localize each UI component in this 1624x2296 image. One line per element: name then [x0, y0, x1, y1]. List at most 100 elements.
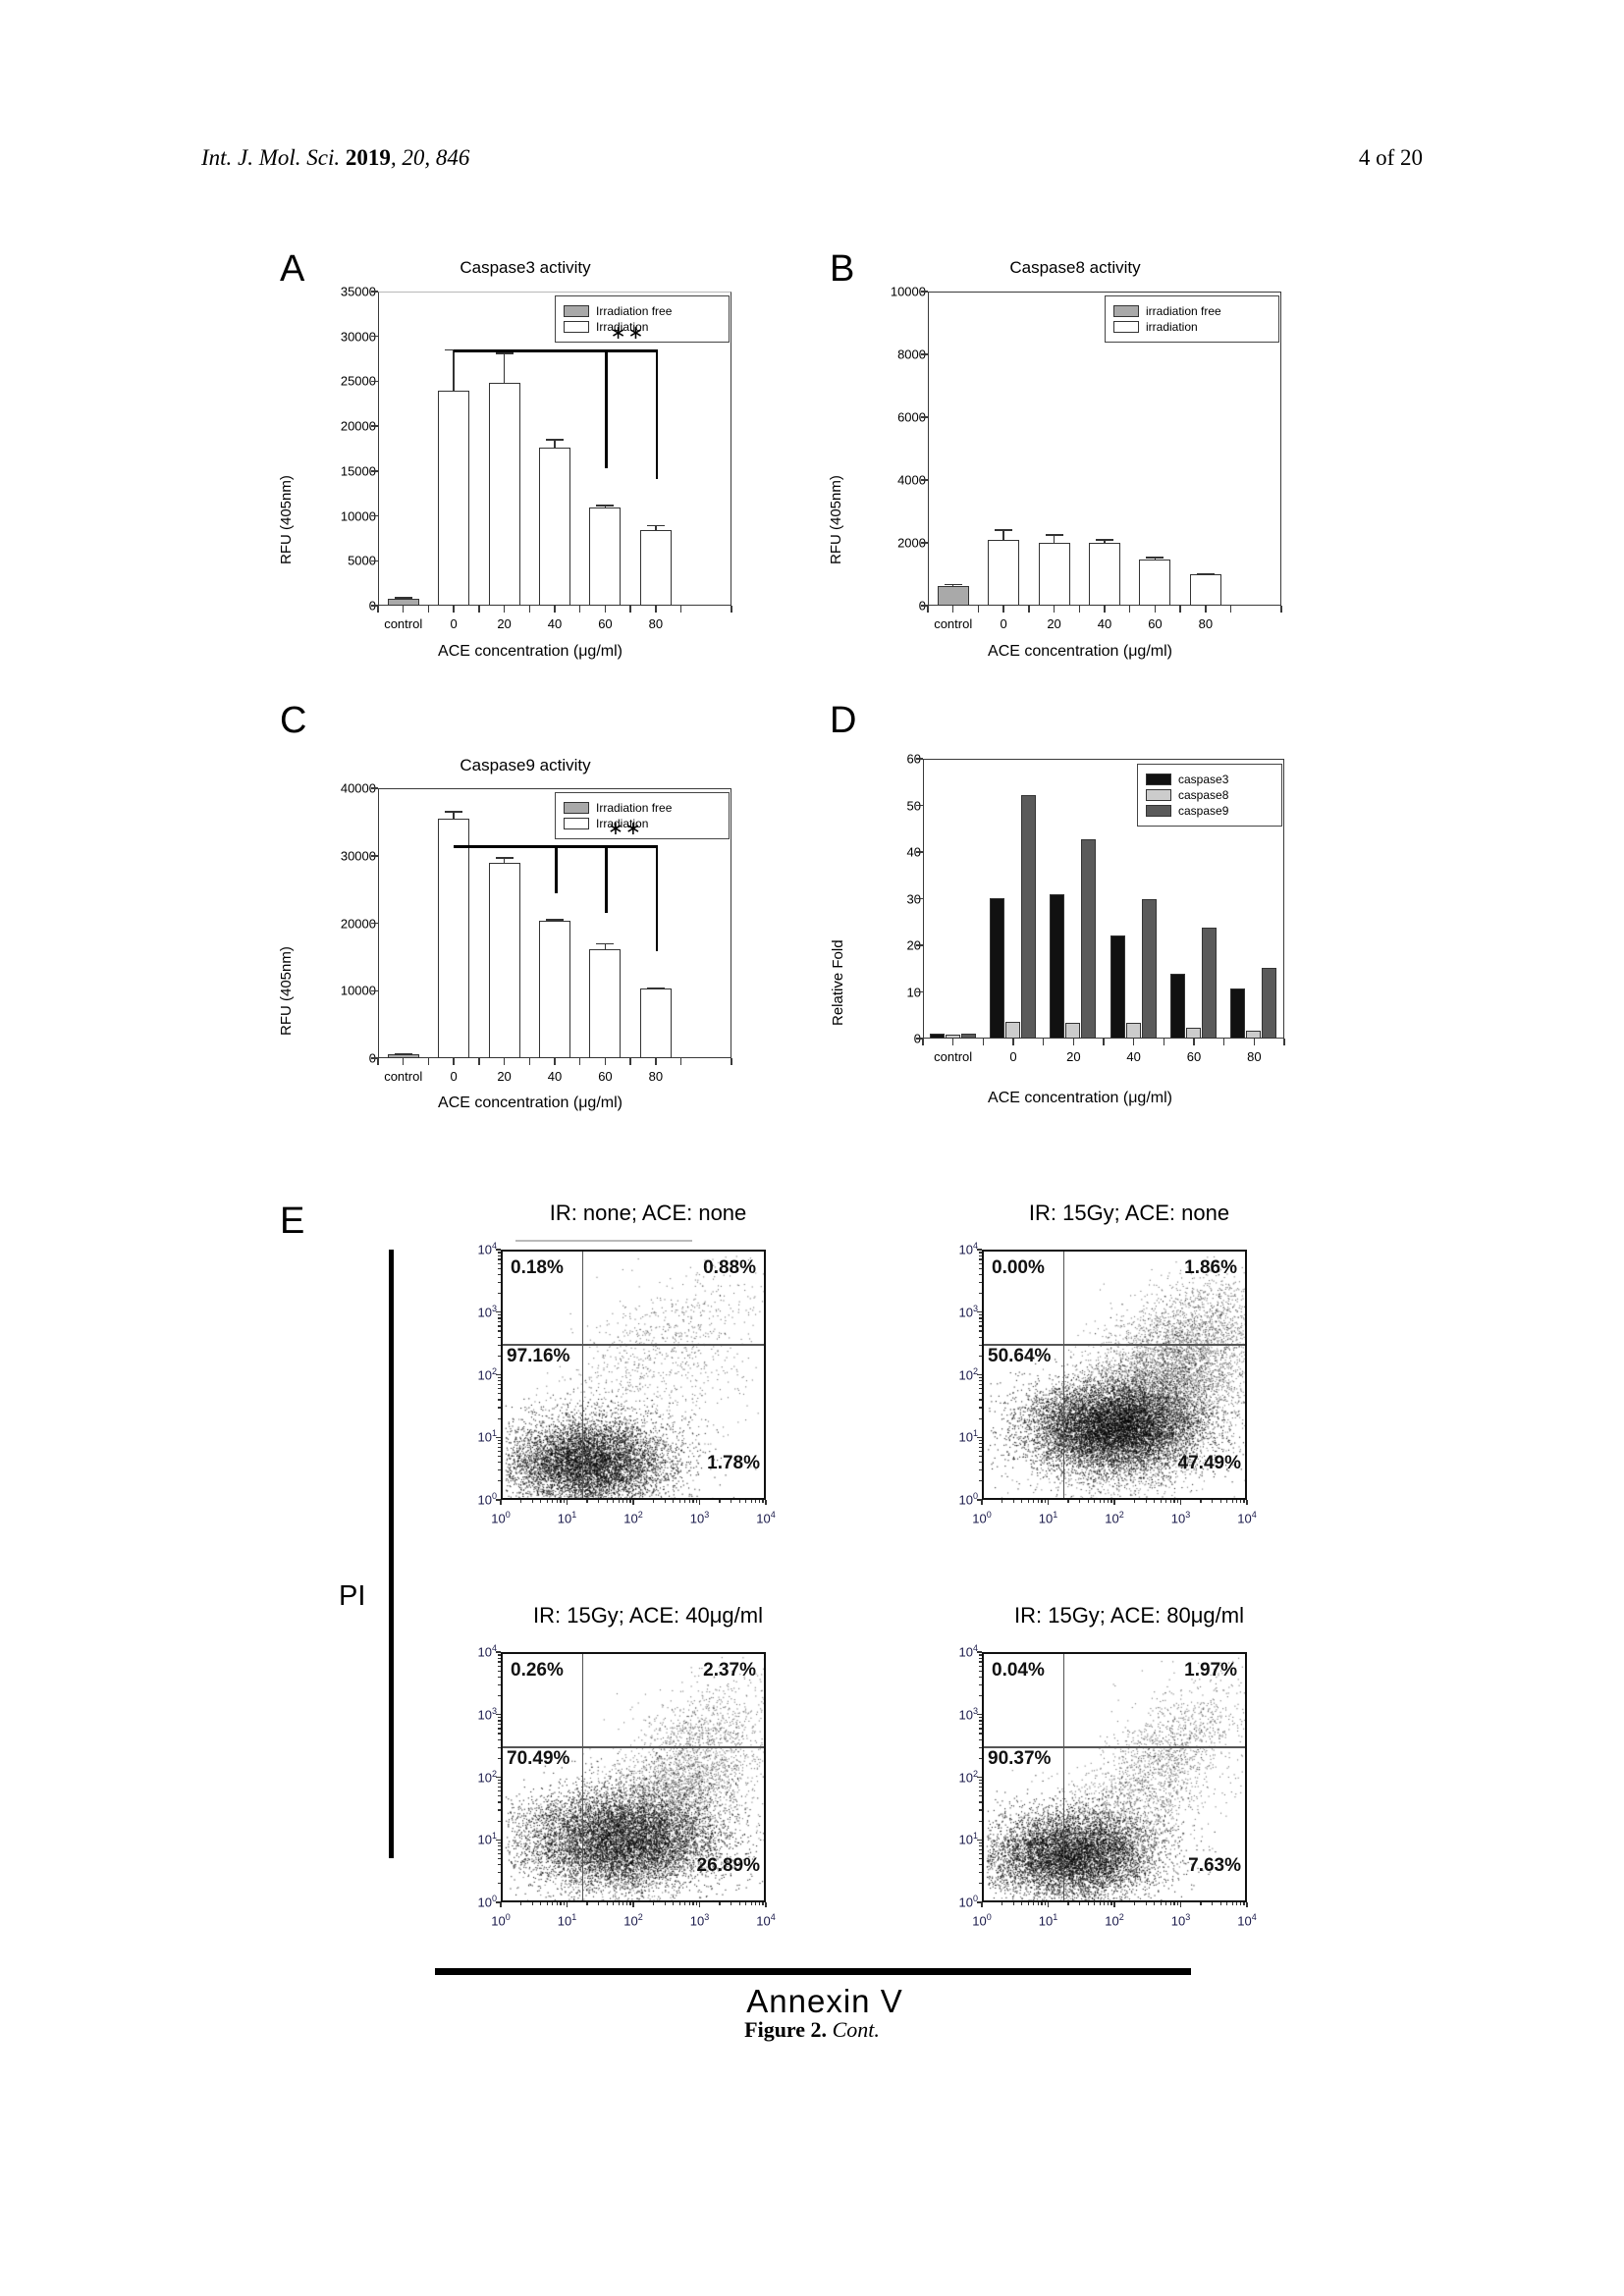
- flow-plot-2-horizontal-gate: [503, 1746, 764, 1748]
- panel-a-ytickmark-15000: [371, 470, 378, 472]
- panel-b-ytick-0: 0: [830, 599, 933, 614]
- flow-15gy-40-ytickmark-3: [496, 1714, 501, 1716]
- flow-plot-0-vertical-gate: [582, 1252, 584, 1498]
- panel-a-xtickmark-20: [503, 606, 506, 613]
- panel-d-bar-caspase9-40: [1141, 898, 1157, 1039]
- flow-15gy-none-xminortick-0-2: [1001, 1500, 1002, 1503]
- flow-15gy-none-yminortick-2-4: [979, 1336, 982, 1338]
- panel-c-ytick-30000: 30000: [340, 848, 376, 864]
- panel-a-ytickmark-10000: [371, 514, 378, 517]
- panel-c-xtickmark-40: [554, 1058, 556, 1065]
- flow-none-none-xminortick-0-4: [540, 1500, 542, 1503]
- panel-b-xgridtick-7: [1280, 606, 1282, 613]
- flow-15gy-80-yminortick-1-3: [979, 1809, 982, 1811]
- panel-b-xgridtick-3: [1078, 606, 1081, 613]
- flow-15gy-40-xminortick-2-3: [664, 1902, 666, 1905]
- panel-b-xtick-80: 80: [1198, 616, 1214, 631]
- panel-a-xgridtick-6: [679, 606, 682, 613]
- panel-d-ytickmark-10: [916, 990, 923, 993]
- panel-b-legend-row-1: irradiation: [1113, 320, 1271, 334]
- panel-d-ytick-20: 20: [906, 937, 921, 953]
- flow-plot-1-scatter: [984, 1252, 1245, 1498]
- flow-15gy-80-xminortick-2-4: [1154, 1902, 1156, 1905]
- flow-15gy-80-xminortick-3-7: [1236, 1902, 1238, 1905]
- panel-b-xgridtick-2: [1028, 606, 1030, 613]
- panel-b-bar-60: [1139, 559, 1171, 606]
- panel-a-xtick-40: 40: [547, 616, 563, 631]
- flow-none-none-yminortick-0-3: [498, 1469, 501, 1471]
- flow-15gy-40-xminortick-1-9: [629, 1902, 631, 1905]
- flow-15gy-80-ytick-10e2: 102: [958, 1768, 978, 1785]
- flow-plot-1-title: IR: 15Gy; ACE: none: [1028, 1201, 1230, 1225]
- flow-15gy-80-yminortick-2-5: [979, 1733, 982, 1735]
- flow-15gy-none-xminortick-0-8: [1041, 1500, 1043, 1503]
- flow-plot-2-scatter: [503, 1654, 764, 1900]
- panel-c-xtick-control: control: [384, 1069, 423, 1084]
- flow-15gy-none-xminortick-0-4: [1021, 1500, 1023, 1503]
- flow-15gy-80-ytickmark-3: [977, 1714, 982, 1716]
- flow-plot-0-scatter: [503, 1252, 764, 1498]
- flow-15gy-none-xminortick-1-3: [1079, 1500, 1081, 1503]
- panel-d-bar-caspase8-control: [945, 1034, 960, 1039]
- flow-none-none-yminortick-1-9: [498, 1376, 501, 1379]
- flow-15gy-40-yminortick-3-5: [498, 1670, 501, 1672]
- panel-a-bar-40: [539, 448, 570, 606]
- flow-none-none-yminortick-3-5: [498, 1267, 501, 1269]
- panel-b-legend-swatch-0: [1113, 305, 1139, 317]
- panel-c-bar-80: [639, 988, 672, 1058]
- page-number: 4 of 20: [1358, 145, 1423, 170]
- flow-15gy-40-ytick-10e2: 102: [477, 1768, 497, 1785]
- flow-15gy-none-ytick-10e1: 101: [958, 1428, 978, 1445]
- flow-none-none-yminortick-2-3: [498, 1344, 501, 1346]
- panel-a-x-axis-label: ACE concentration (μg/ml): [438, 643, 623, 660]
- flow-none-none-xminortick-3-9: [762, 1500, 764, 1503]
- flow-15gy-40-yminortick-3-4: [498, 1676, 501, 1679]
- flow-15gy-80-ytick-10e3: 103: [958, 1705, 978, 1723]
- flow-plot-0-horizontal-gate: [503, 1344, 764, 1346]
- flow-15gy-80-xminortick-2-8: [1173, 1902, 1175, 1905]
- panel-a-ytick-0: 0: [280, 599, 383, 614]
- flow-15gy-none-xtick-10e3: 103: [1170, 1510, 1191, 1526]
- flow-none-none-xminortick-0-8: [560, 1500, 562, 1503]
- flow-15gy-80-xtick-10e2: 102: [1105, 1912, 1124, 1929]
- flow-15gy-none-quadrant-upper-left: 0.00%: [992, 1257, 1045, 1278]
- panel-b-errorcap-20: [1045, 534, 1063, 536]
- flow-15gy-40-xminortick-3-8: [758, 1902, 761, 1905]
- flow-15gy-40-yminortick-3-2: [498, 1695, 501, 1697]
- panel-d-bar-caspase3-80: [1230, 988, 1246, 1039]
- flow-15gy-80-yminortick-1-8: [979, 1783, 982, 1785]
- flow-none-none-ytick-10e4: 104: [477, 1241, 497, 1257]
- panel-a-caspase3: A Caspase3 activity RFU (405nm) ACE conc…: [278, 250, 771, 663]
- flow-15gy-80-xtick-10e0: 100: [972, 1912, 992, 1929]
- flow-15gy-40-ytick-10e0: 100: [477, 1894, 497, 1910]
- flow-none-none-quadrant-lower-right: 1.78%: [707, 1453, 760, 1473]
- flow-15gy-80-xminortick-0-2: [1001, 1902, 1002, 1905]
- panel-d-bar-caspase8-60: [1186, 1028, 1201, 1039]
- panel-d-legend-label-caspase9: caspase9: [1178, 804, 1229, 818]
- flow-none-none-xminortick-2-7: [688, 1500, 690, 1503]
- panel-a-errorcap-control: [394, 597, 412, 599]
- flow-15gy-40-xtickmark-2: [632, 1902, 634, 1907]
- flow-15gy-40-xminortick-3-7: [755, 1902, 757, 1905]
- running-head: Int. J. Mol. Sci. 2019, 20, 846 4 of 20: [0, 145, 1624, 185]
- flow-15gy-none-xtick-10e4: 104: [1237, 1510, 1257, 1526]
- flow-15gy-80-xminortick-0-9: [1044, 1902, 1047, 1905]
- panel-c-sig-drop-80: [655, 845, 659, 952]
- panel-a-xtickmark-control: [402, 606, 405, 613]
- flow-15gy-none-xtick-10e2: 102: [1105, 1510, 1124, 1526]
- panel-d-xtickmark-0: [1012, 1039, 1014, 1045]
- flow-15gy-80-xtickmark-4: [1246, 1902, 1248, 1907]
- flow-15gy-40-yminortick-2-5: [498, 1733, 501, 1735]
- panel-d-legend-swatch-caspase3: [1146, 774, 1171, 785]
- flow-none-none-xminortick-0-6: [552, 1500, 554, 1503]
- panel-b-errorcap-40: [1096, 539, 1113, 541]
- flow-15gy-none-xtick-10e0: 100: [972, 1510, 992, 1526]
- flow-15gy-80-yminortick-3-3: [979, 1683, 982, 1686]
- flow-none-none-xminortick-3-7: [755, 1500, 757, 1503]
- panel-d-legend-row-0: caspase3: [1146, 773, 1273, 786]
- panel-c-ytickmark-20000: [371, 922, 378, 925]
- flow-15gy-40-yminortick-2-3: [498, 1746, 501, 1748]
- flow-15gy-40-yminortick-0-6: [498, 1852, 501, 1855]
- flow-15gy-80-yminortick-2-9: [979, 1717, 982, 1719]
- panel-d-letter: D: [830, 700, 857, 741]
